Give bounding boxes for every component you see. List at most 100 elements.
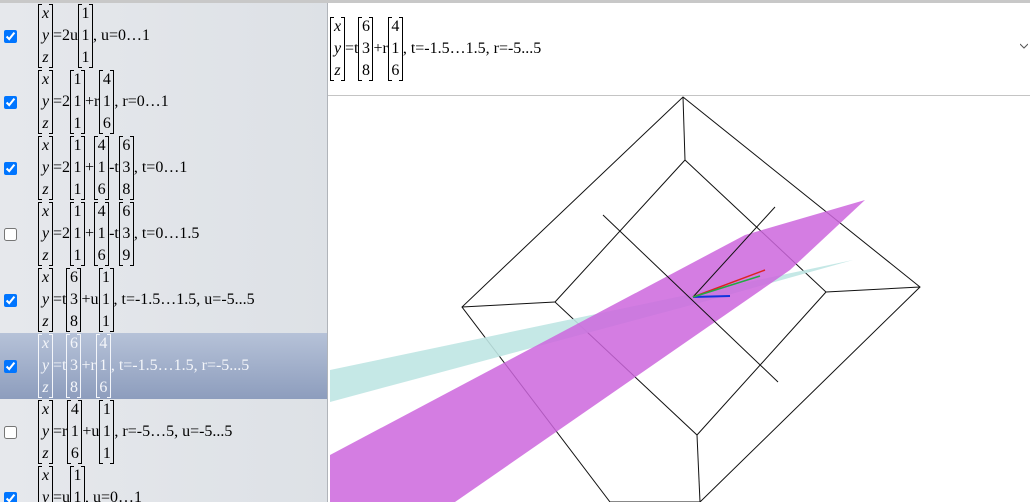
expression: x y z =2 1 1 1 +4 1 6 -t 6 3 8, t=0…1: [38, 135, 187, 201]
text: =2u: [53, 27, 79, 44]
checkbox[interactable]: [4, 425, 17, 439]
text: , u=0…1: [85, 489, 143, 502]
text: 1: [102, 93, 111, 110]
text: z: [334, 62, 341, 79]
plane-pink: [330, 200, 865, 502]
text: , r=-5…5, u=-5...5: [114, 423, 233, 440]
checkbox[interactable]: [4, 293, 17, 307]
text: 6: [122, 137, 131, 154]
text: +r: [373, 40, 388, 57]
vector: 6 3 8: [358, 16, 374, 82]
text: z: [42, 445, 49, 462]
text: 1: [102, 423, 111, 440]
text: 1: [73, 115, 82, 132]
vector: 4 1 6: [387, 16, 403, 82]
text: +: [85, 225, 95, 242]
text: +r: [81, 357, 96, 374]
3d-view[interactable]: [328, 96, 1030, 502]
text: 1: [73, 225, 82, 242]
axis-z: [692, 275, 761, 298]
text: 1: [99, 357, 108, 374]
text: 8: [69, 379, 78, 396]
text: 4: [391, 18, 400, 35]
text: 6: [69, 269, 78, 286]
text: 4: [70, 401, 79, 418]
cube-edge: [461, 301, 556, 308]
text: 3: [122, 159, 131, 176]
text: =u: [53, 489, 71, 502]
axis-x: [692, 295, 731, 298]
vector: 1 1 1: [99, 399, 115, 465]
text: 4: [97, 137, 106, 154]
checkbox[interactable]: [4, 95, 17, 109]
text: -t: [109, 225, 119, 242]
text: 1: [102, 291, 110, 308]
expression: x y z =2u 1 1 1, u=0…1: [38, 3, 150, 69]
top-strip: [0, 0, 1030, 3]
expression: x y z =t 6 3 8 +r 4 1 6, t=-1.5…1.5, r=-5...5: [330, 16, 541, 82]
text: 1: [73, 93, 82, 110]
text: x: [41, 269, 50, 286]
cube-edge: [696, 434, 701, 502]
text: 3: [361, 40, 370, 57]
text: +u: [82, 423, 100, 440]
equation-row[interactable]: x y z =2u 1 1 1, u=0…1: [0, 3, 327, 69]
text: 6: [97, 181, 106, 198]
equation-input[interactable]: x y z =t 6 3 8 +r 4 1 6, t=-1.5…1.5, r=-5...5: [328, 3, 1030, 96]
text: 4: [97, 203, 106, 220]
text: 1: [102, 401, 111, 418]
vector: 4 1 6: [94, 201, 110, 267]
text: z: [42, 181, 49, 198]
equation-row[interactable]: x y z =t 6 3 8 +r 4 1 6, t=-1.5…1.5, r=-5...5: [0, 333, 327, 399]
vector: 6 3 9: [118, 201, 134, 267]
vector: 1 1 1: [70, 69, 86, 135]
text: 1: [73, 203, 82, 220]
dropdown-arrow[interactable]: [1020, 43, 1028, 49]
text: 1: [73, 71, 82, 88]
vector: 4 1 6: [67, 399, 83, 465]
text: 6: [97, 247, 106, 264]
checkbox[interactable]: [4, 491, 17, 502]
expression: x y z =r 4 1 6 +u 1 1 1, r=-5…5, u=-5...5: [38, 399, 232, 465]
text: x: [41, 137, 50, 154]
text: 1: [81, 5, 90, 22]
vector: 6 3 8: [66, 333, 82, 399]
equation-row[interactable]: x y z =2 1 1 1 +r 4 1 6, r=0…1: [0, 69, 327, 135]
text: 6: [102, 115, 111, 132]
text: 6: [122, 203, 131, 220]
text: 1: [97, 159, 106, 176]
text: 1: [73, 467, 82, 484]
text: , t=-1.5…1.5, u=-5...5: [113, 291, 255, 308]
text: , t=-1.5…1.5, r=-5...5: [402, 40, 542, 57]
equation-row[interactable]: x y z =r 4 1 6 +u 1 1 1, r=-5…5, u=-5...5: [0, 399, 327, 465]
vector: xyz: [38, 465, 53, 502]
equation-row[interactable]: x y z =t 6 3 8 +u 1 1 1, t=-1.5…1.5, u=-5...5: [0, 267, 327, 333]
equation-list: x y z =2u 1 1 1, u=0…1 x y z =2 1 1 1 +r 4 1 6, r=0…1 x y z =…: [0, 3, 328, 502]
text: x: [41, 5, 50, 22]
text: 6: [70, 445, 79, 462]
equation-row[interactable]: x y z =2 1 1 1 +4 1 6 -t 6 3 8, t=0…1: [0, 135, 327, 201]
text: 1: [81, 49, 90, 66]
text: 9: [122, 247, 131, 264]
text: =t: [345, 40, 359, 57]
text: , t=0…1: [133, 159, 188, 176]
text: x: [333, 18, 342, 35]
text: x: [41, 71, 50, 88]
vector: 1 1 1: [98, 267, 114, 333]
checkbox[interactable]: [4, 227, 17, 241]
expression: x y z =2 1 1 1 +4 1 6 -t 6 3 9, t=0…1.5: [38, 201, 199, 267]
checkbox[interactable]: [4, 161, 17, 175]
vector: 4 1 6: [95, 333, 111, 399]
text: 4: [102, 71, 111, 88]
checkbox[interactable]: [4, 359, 17, 373]
checkbox[interactable]: [4, 29, 17, 43]
text: 8: [69, 313, 78, 330]
equation-row[interactable]: x y z =2 1 1 1 +4 1 6 -t 6 3 9, t=0…1.5: [0, 201, 327, 267]
cube-edge: [682, 96, 686, 161]
text: z: [42, 49, 49, 66]
